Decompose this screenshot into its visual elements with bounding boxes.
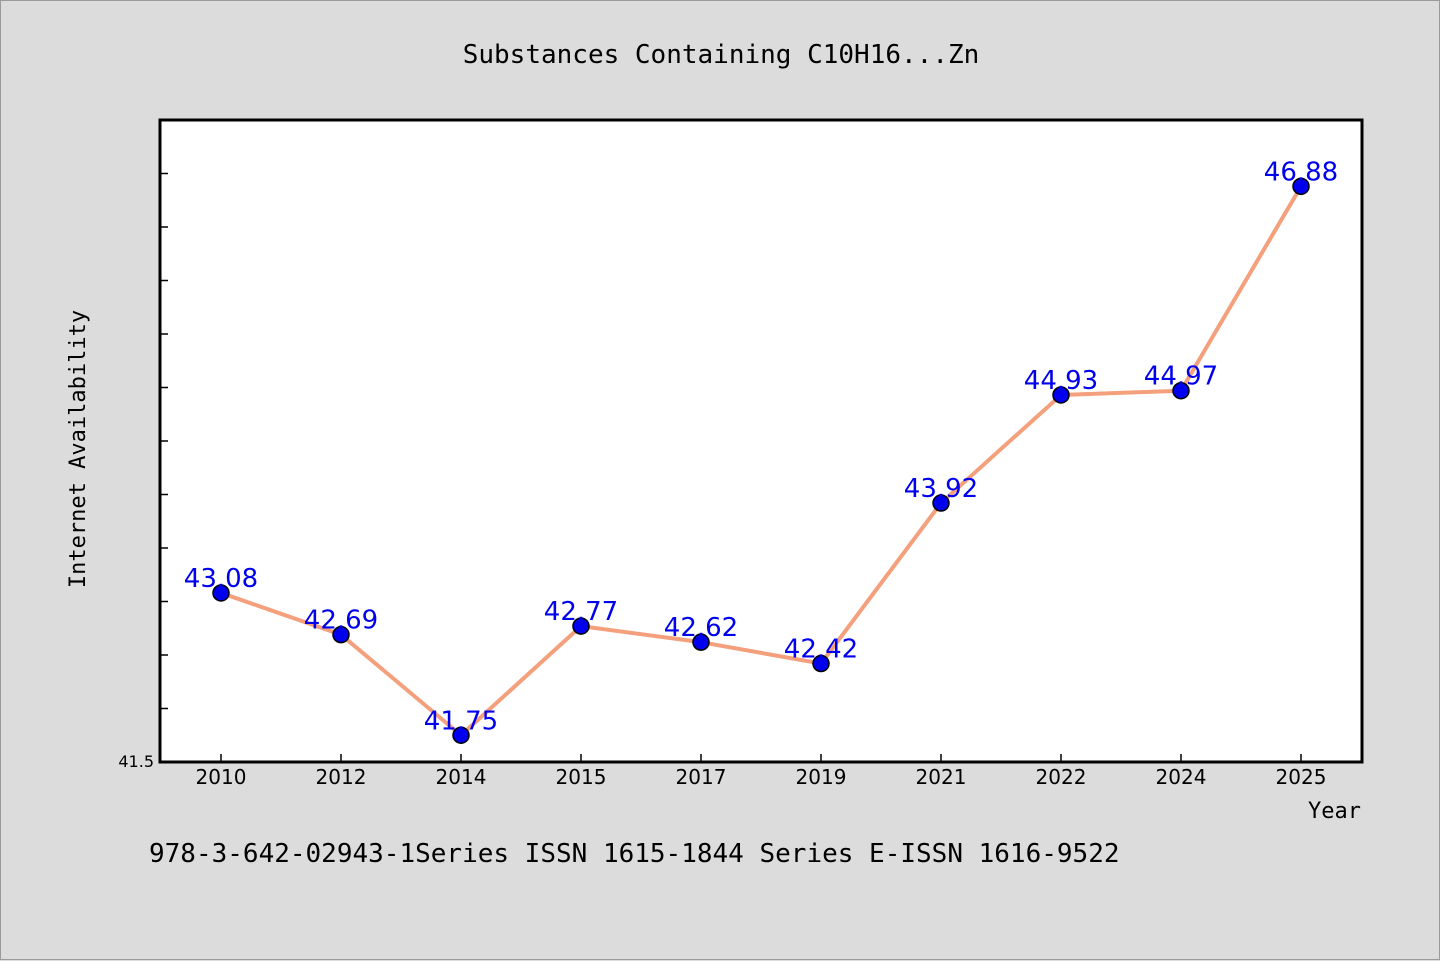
x-axis-ticks [220, 754, 1302, 762]
data-point-2017 [692, 633, 710, 651]
data-point-2022 [1052, 386, 1070, 404]
data-label-2014: 41.75 [424, 706, 498, 736]
x-tick-label-2014: 2014 [436, 765, 487, 789]
data-label-2025: 46.88 [1264, 157, 1338, 187]
x-tick-label-2012: 2012 [316, 765, 367, 789]
data-point-2015 [572, 617, 590, 635]
plot-area [158, 118, 1364, 764]
x-tick-label-2025: 2025 [1276, 765, 1327, 789]
data-point-2012 [332, 625, 350, 644]
data-point-2021 [932, 494, 950, 512]
x-tick-label-2024: 2024 [1156, 765, 1207, 789]
y-tick-label-min: 41.5 [118, 752, 154, 771]
data-point-2019 [812, 654, 830, 673]
data-label-2024: 44.97 [1144, 362, 1218, 392]
x-tick-label-2015: 2015 [556, 765, 607, 789]
x-tick-label-2022: 2022 [1036, 765, 1087, 789]
x-tick-label-2021: 2021 [916, 765, 967, 789]
series-line [220, 185, 1303, 738]
series-layer: 43.08 42.69 41.75 42.77 42.62 42.42 43.92 44.93… [184, 157, 1338, 744]
data-point-2024 [1172, 381, 1190, 400]
x-tick-label-2010: 2010 [196, 765, 247, 789]
x-axis-label: Year [1308, 799, 1361, 824]
data-point-2025 [1292, 177, 1310, 196]
data-label-2022: 44.93 [1024, 366, 1098, 396]
data-point-2010 [212, 584, 230, 602]
data-label-2021: 43.92 [904, 474, 978, 504]
data-label-2012: 42.69 [304, 606, 378, 636]
data-label-2015: 42.77 [544, 597, 618, 627]
footnote: 978-3-642-02943-1Series ISSN 1615-1844 S… [149, 839, 1120, 869]
data-label-2019: 42.42 [784, 635, 858, 665]
y-axis-label: Internet Availability [66, 310, 91, 588]
chart-title: Substances Containing C10H16...Zn [463, 40, 980, 70]
y-axis-ticks [160, 119, 168, 763]
x-tick-label-2019: 2019 [796, 765, 847, 789]
data-label-2010: 43.08 [184, 564, 258, 594]
data-point-2014 [452, 726, 470, 744]
x-axis-tick-labels: 2010 2012 2014 2015 2017 2019 2021 2022 2024 2025 [196, 765, 1327, 789]
x-tick-label-2017: 2017 [676, 765, 727, 789]
data-label-2017: 42.62 [664, 613, 738, 643]
